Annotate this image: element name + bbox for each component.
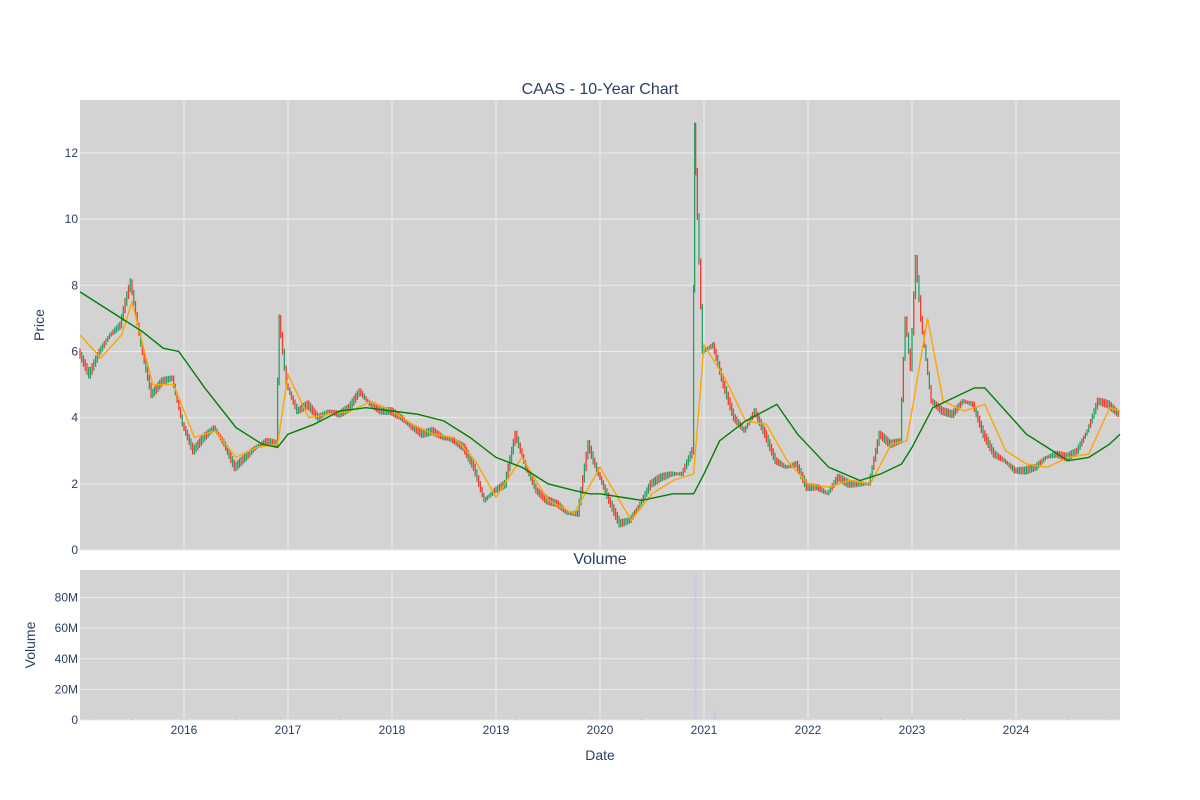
x-tick-label: 2021 bbox=[691, 723, 718, 737]
volume-bar bbox=[588, 717, 591, 720]
ma-long-line bbox=[79, 291, 1121, 502]
volume-bar bbox=[391, 719, 393, 720]
volume-bar bbox=[339, 719, 341, 720]
volume-bar bbox=[694, 574, 697, 720]
x-tick-label: 2016 bbox=[171, 723, 198, 737]
x-tick-label: 2017 bbox=[275, 723, 302, 737]
volume-y-tick-label: 80M bbox=[55, 591, 78, 605]
volume-y-tick-label: 0 bbox=[71, 713, 78, 727]
volume-y-tick-label: 20M bbox=[55, 682, 78, 696]
price-y-tick-label: 12 bbox=[65, 146, 79, 160]
volume-bar bbox=[183, 719, 185, 720]
volume-y-tick-label: 60M bbox=[55, 621, 78, 635]
volume-axis-title: Volume bbox=[22, 621, 38, 668]
volume-bar bbox=[911, 715, 913, 720]
volume-bar bbox=[235, 719, 237, 720]
ma-short-line bbox=[79, 299, 1121, 522]
volume-bar bbox=[131, 718, 133, 720]
price-y-tick-label: 2 bbox=[71, 477, 78, 491]
price-y-tick-label: 6 bbox=[71, 344, 78, 358]
x-tick-label: 2022 bbox=[795, 723, 822, 737]
price-y-tick-label: 10 bbox=[65, 212, 79, 226]
volume-y-tick-label: 40M bbox=[55, 652, 78, 666]
volume-bar bbox=[1067, 719, 1069, 720]
x-tick-label: 2024 bbox=[1003, 723, 1030, 737]
date-axis-title: Date bbox=[585, 747, 615, 763]
volume-bar bbox=[640, 718, 643, 720]
volume-bar bbox=[713, 710, 716, 720]
price-y-tick-label: 4 bbox=[71, 411, 78, 425]
volume-bar bbox=[963, 718, 965, 720]
volume-bar bbox=[1015, 719, 1017, 720]
volume-bar bbox=[1108, 718, 1111, 720]
x-tick-label: 2023 bbox=[899, 723, 926, 737]
volume-bars bbox=[89, 574, 1111, 720]
volume-subtitle: Volume bbox=[573, 551, 626, 568]
chart-title: CAAS - 10-Year Chart bbox=[522, 81, 679, 98]
volume-bar bbox=[515, 718, 518, 720]
x-tick-label: 2020 bbox=[587, 723, 614, 737]
volume-bar bbox=[879, 717, 882, 720]
volume-bar bbox=[807, 718, 809, 720]
x-tick-label: 2019 bbox=[483, 723, 510, 737]
volume-bar bbox=[279, 716, 282, 720]
price-y-tick-label: 0 bbox=[71, 543, 78, 557]
price-axis-title: Price bbox=[31, 309, 47, 341]
price-y-tick-label: 8 bbox=[71, 278, 78, 292]
x-tick-label: 2018 bbox=[379, 723, 406, 737]
volume-bar bbox=[89, 719, 92, 720]
